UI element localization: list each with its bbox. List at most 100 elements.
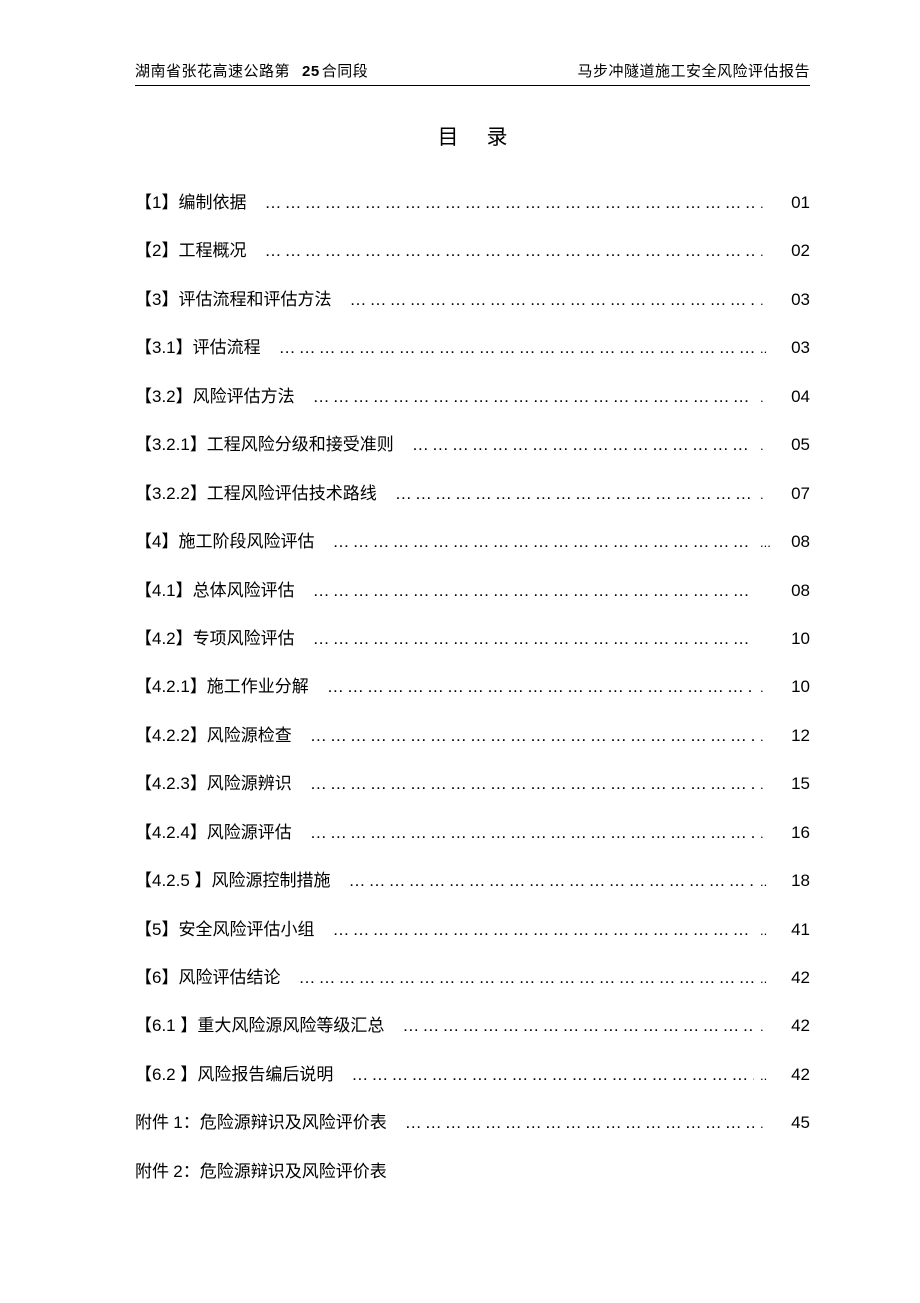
toc-item-label: 【4.2.2】风险源检查 [135,712,292,760]
toc-page-number: 07 [778,470,810,518]
toc-item: 【4.2.2】风险源检查 …………………………………………………………………………… [135,712,810,760]
toc-item-label: 【3.2.2】工程风险评估技术路线 [135,470,377,518]
toc-separator: . [760,427,778,464]
toc-separator: ... [760,524,778,561]
toc-item: 附件 2：危险源辩识及风险评价表………………………………………………………………… [135,1148,810,1196]
toc-page-number: 18 [778,857,810,905]
toc-leader-dots: ………………………………………………………………………… [351,1051,754,1099]
toc-item: 【6】风险评估结论 …………………………………………………………………………..4… [135,954,810,1002]
toc-page-number: 04 [778,373,810,421]
toc-item: 【3.2】风险评估方法 ………………………………………………………………………….… [135,373,810,421]
toc-leader-dots: ………………………………………………………………………… [349,857,754,905]
toc-item: 【4.2.4】风险源评估 …………………………………………………………………………… [135,809,810,857]
toc-separator: .. [760,912,778,949]
toc-page-number: 42 [778,954,810,1002]
toc-item-label: 【4.2】专项风险评估 [135,615,295,663]
toc-separator: . [760,1105,778,1142]
toc-leader-dots: ………………………………………………………………………… [310,712,754,760]
toc-page-number: 16 [778,809,810,857]
toc-leader-dots: ………………………………………………………………………… [310,809,754,857]
toc-separator: . [760,282,778,319]
toc-title: 目录 [135,121,810,151]
toc-page-number: 45 [778,1099,810,1147]
toc-page-number: 41 [778,906,810,954]
toc-separator: . [760,766,778,803]
toc-page-number: 42 [778,1051,810,1099]
toc-leader-dots: ………………………………………………………………………… [313,567,754,615]
toc-leader-dots: ………………………………………………………………………… [349,276,754,324]
toc-separator: . [760,379,778,416]
toc-item: 附件 1：危险源辩识及风险评价表 ………………………………………………………………… [135,1099,810,1147]
header-left: 湖南省张花高速公路第 25合同段 [135,60,368,81]
toc-item: 【5】安全风险评估小组 ………………………………………………………………………….… [135,906,810,954]
toc-separator: .. [760,330,778,367]
toc-leader-dots: ………………………………………………………………………… [310,760,754,808]
toc-leader-dots: ………………………………………………………………………… [264,227,754,275]
toc-page-number: 08 [778,567,810,615]
toc-item: 【4.2】专项风险评估 ………………………………………………………………………… 1… [135,615,810,663]
toc-item: 【3】评估流程和评估方法 …………………………………………………………………………… [135,276,810,324]
toc-item-label: 【3.2】风险评估方法 [135,373,295,421]
toc-leader-dots: ………………………………………………………………………… [332,906,754,954]
toc-item: 【4】施工阶段风险评估 ………………………………………………………………………….… [135,518,810,566]
toc-leader-dots: ………………………………………………………………………… [264,179,754,227]
toc-separator: . [760,669,778,706]
toc-item-label: 【3.1】评估流程 [135,324,261,372]
toc-item-label: 【4】施工阶段风险评估 [135,518,314,566]
toc-item-label: 【3】评估流程和评估方法 [135,276,331,324]
toc-separator: .. [760,863,778,900]
toc-leader-dots: ………………………………………………………………………… [298,954,754,1002]
toc-item: 【2】工程概况 ………………………………………………………………………….02 [135,227,810,275]
toc-separator: . [760,718,778,755]
toc-item-label: 【5】安全风险评估小组 [135,906,314,954]
toc-item: 【1】编制依据 ………………………………………………………………………….01 [135,179,810,227]
toc-leader-dots: …………………………………………………………………………. [402,1002,754,1050]
header-left-prefix: 湖南省张花高速公路第 [135,64,290,80]
toc-item-label: 【1】编制依据 [135,179,246,227]
toc-item-label: 【6.2 】风险报告编后说明 [135,1051,333,1099]
toc-leader-dots: ………………………………………………………………………… [405,1099,754,1147]
toc-separator: . [760,1008,778,1045]
header-section-number: 25 [302,63,320,80]
toc-item-label: 【2】工程概况 [135,227,246,275]
toc-item: 【3.2.1】工程风险分级和接受准则…………………………………………………………… [135,421,810,469]
toc-leader-dots: ………………………………………………………………………… [327,663,754,711]
toc-leader-dots: ………………………………………………………………………… [332,518,754,566]
toc-leader-dots: ………………………………………………………………………… [313,373,754,421]
toc-page-number: 03 [778,276,810,324]
toc-leader-dots: ………………………………………………………………………… [412,421,754,469]
toc-separator: .. [760,960,778,997]
toc-separator: . [760,185,778,222]
toc-item-label: 【6.1 】重大风险源风险等级汇总 [135,1002,384,1050]
header-left-suffix: 合同段 [322,64,369,80]
toc-page-number: 01 [778,179,810,227]
toc-list: 【1】编制依据………………………………………………………………………….01【2… [135,179,810,1196]
toc-item-label: 【4.2.5 】风险源控制措施 [135,857,331,905]
toc-item: 【3.2.2】工程风险评估技术路线 ……………………………………………………………… [135,470,810,518]
toc-item: 【4.2.3】风险源辨识 …………………………………………………………………………… [135,760,810,808]
toc-item: 【4.2.1】施工作业分解 ………………………………………………………………………… [135,663,810,711]
toc-page-number: 10 [778,615,810,663]
toc-page-number: 08 [778,518,810,566]
toc-leader-dots: ………………………………………………………………………… [395,470,754,518]
toc-page-number: 10 [778,663,810,711]
toc-item-label: 【6】风险评估结论 [135,954,280,1002]
toc-separator: . [760,476,778,513]
header-right: 马步冲隧道施工安全风险评估报告 [577,60,810,81]
toc-separator: . [760,233,778,270]
toc-item: 【6.1 】重大风险源风险等级汇总 ……………………………………………………………… [135,1002,810,1050]
toc-item-label: 【4.2.3】风险源辨识 [135,760,292,808]
toc-item: 【4.1】总体风险评估 ………………………………………………………………………… 0… [135,567,810,615]
toc-item-label: 【4.2.1】施工作业分解 [135,663,309,711]
toc-leader-dots: ………………………………………………………………………… [313,615,754,663]
toc-page-number: 42 [778,1002,810,1050]
toc-separator: . [760,815,778,852]
toc-page-number: 03 [778,324,810,372]
toc-page-number: 02 [778,227,810,275]
toc-separator: .. [760,1057,778,1094]
toc-item: 【4.2.5 】风险源控制措施 …………………………………………………………………… [135,857,810,905]
toc-leader-dots: ………………………………………………………………………… [279,324,754,372]
toc-item-label: 【4.2.4】风险源评估 [135,809,292,857]
toc-item-label: 【4.1】总体风险评估 [135,567,295,615]
toc-item-label: 附件 1：危险源辩识及风险评价表 [135,1099,387,1147]
